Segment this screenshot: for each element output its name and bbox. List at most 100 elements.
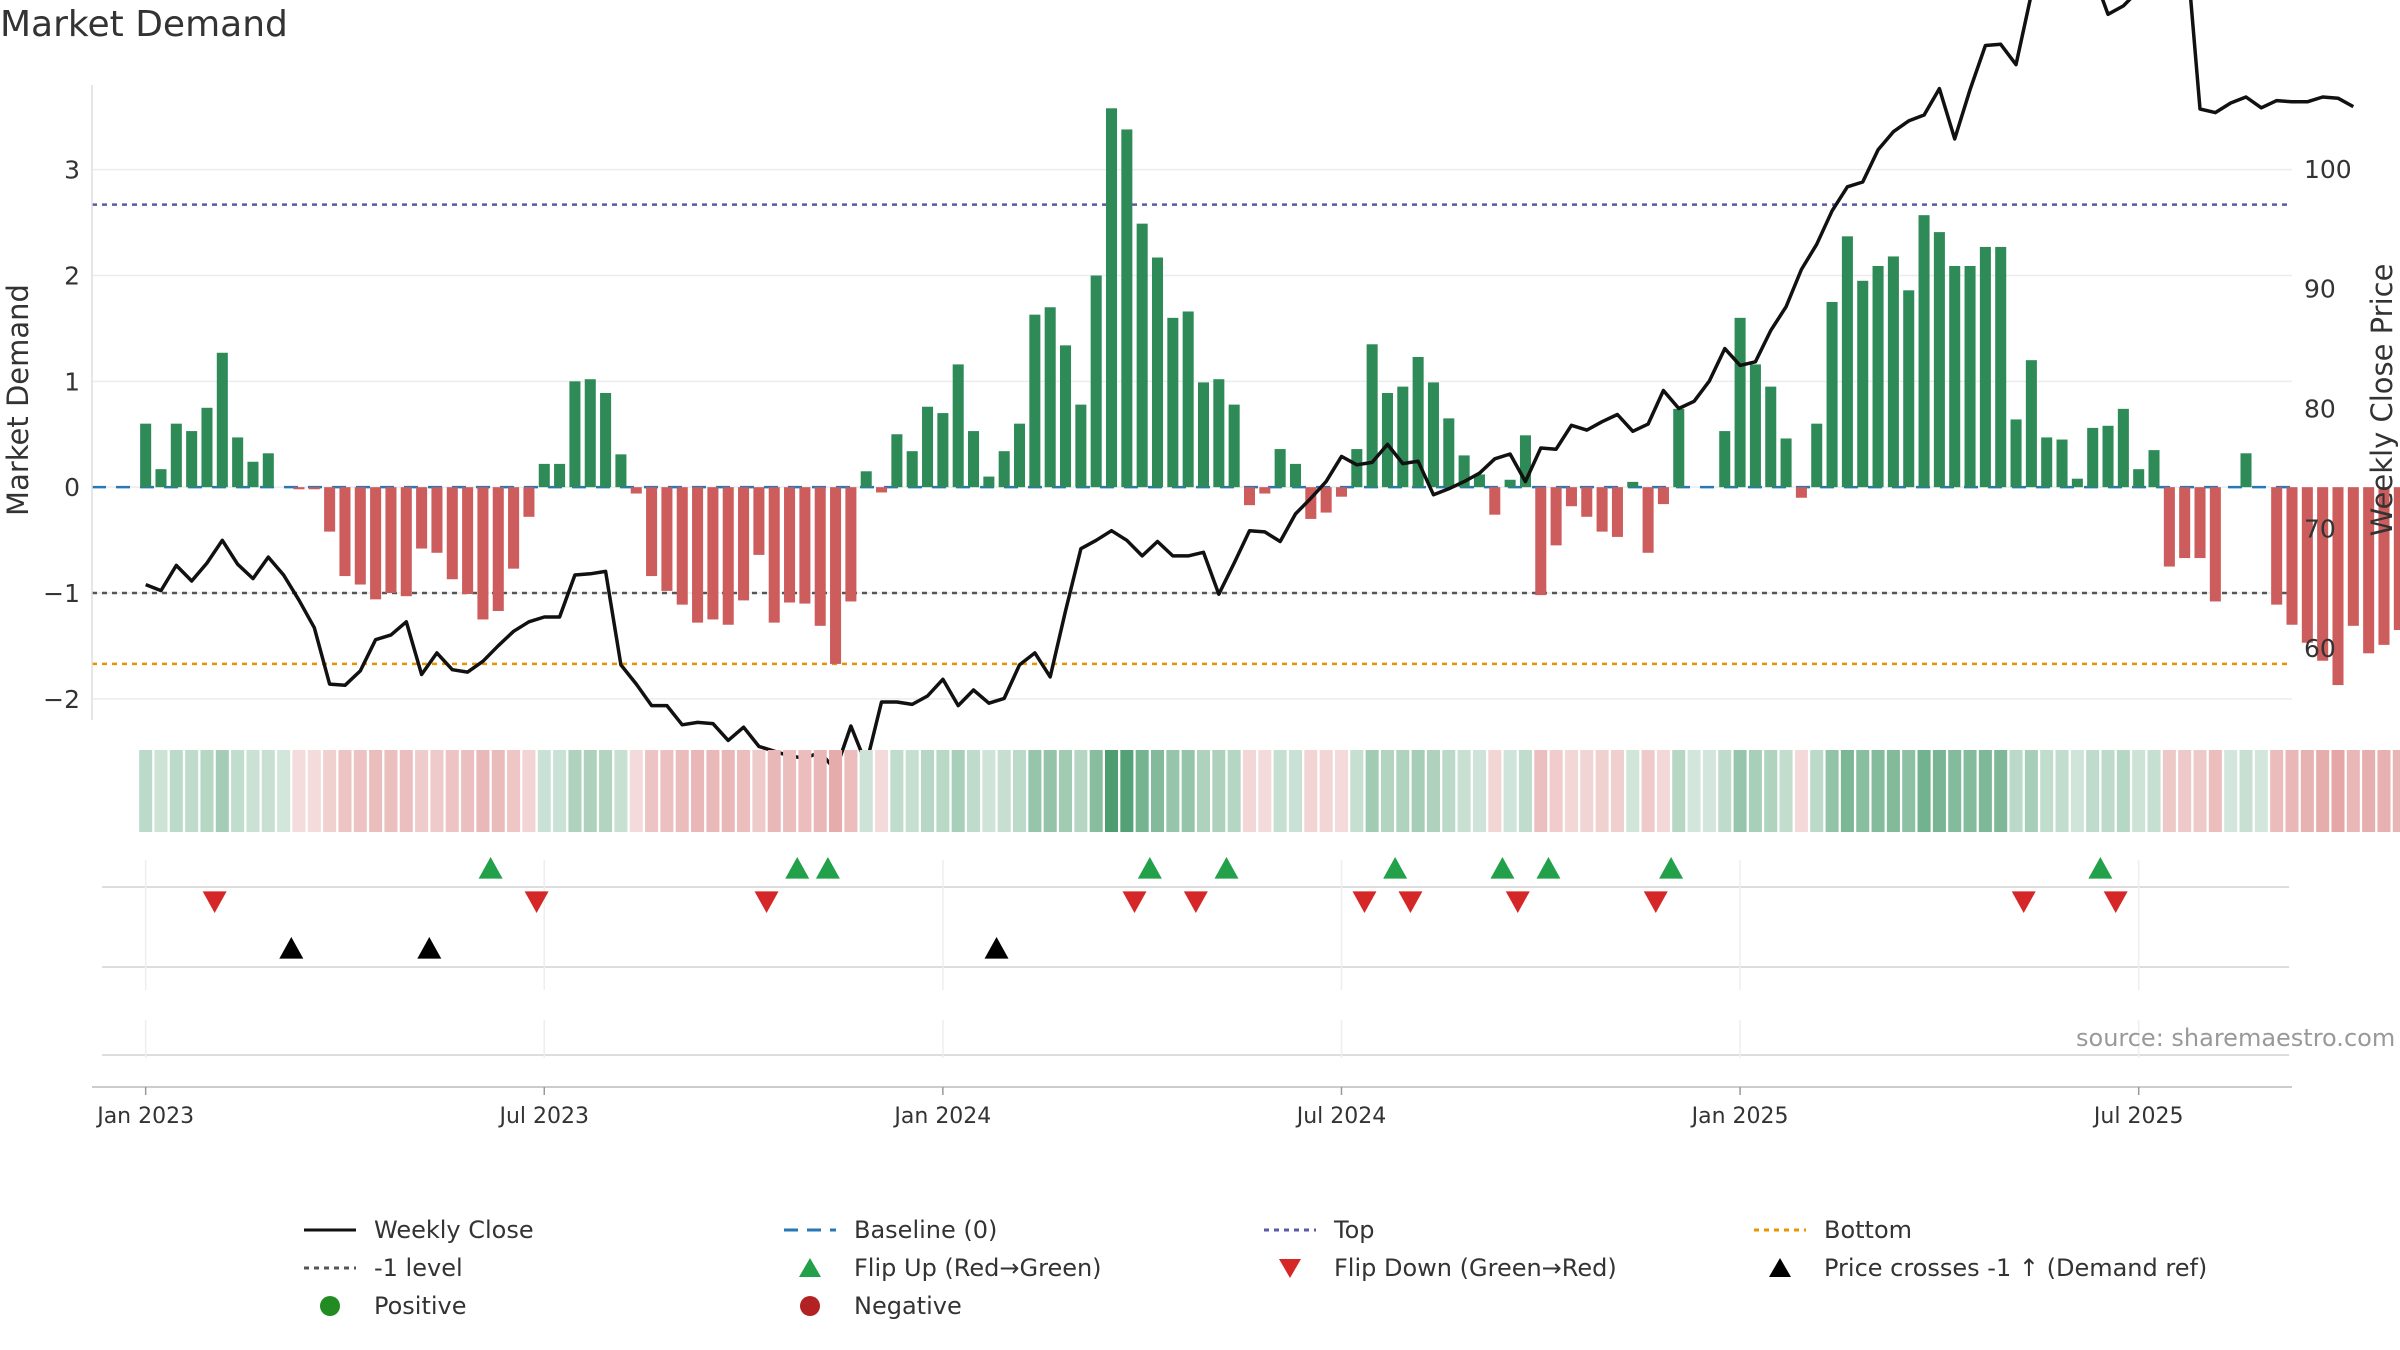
- demand-bar: [569, 381, 581, 488]
- heat-cell: [1059, 750, 1073, 832]
- demand-bar: [1305, 487, 1317, 519]
- demand-bar: [1765, 386, 1777, 488]
- heat-cell: [1488, 750, 1502, 832]
- heat-cell: [2377, 750, 2391, 832]
- heat-cell: [522, 750, 536, 832]
- heat-cell: [2024, 750, 2038, 832]
- heat-cell: [629, 750, 643, 832]
- heat-cell: [1212, 750, 1226, 832]
- demand-bar: [1857, 280, 1869, 488]
- heat-cell: [1043, 750, 1057, 832]
- heat-cell: [1549, 750, 1563, 832]
- demand-bar: [262, 453, 274, 488]
- legend-item: Weekly Close: [300, 1215, 534, 1245]
- demand-bar: [554, 463, 566, 488]
- weekly-close-line: [145, 0, 2355, 773]
- legend-label: Positive: [374, 1292, 467, 1320]
- demand-bar: [1167, 317, 1179, 488]
- demand-bar: [968, 431, 980, 488]
- y-axis-title: Market Demand: [1, 284, 35, 516]
- heat-cell: [1227, 750, 1241, 832]
- heat-cell: [491, 750, 505, 832]
- flip-up-marker: [785, 857, 810, 879]
- heat-cell: [813, 750, 827, 832]
- demand-bar: [1811, 423, 1823, 488]
- heat-cell: [1273, 750, 1287, 832]
- flip-up-marker: [2088, 857, 2113, 879]
- flip-up-marker: [1214, 857, 1239, 879]
- legend-item: Bottom: [1750, 1215, 1912, 1245]
- demand-bar: [1627, 481, 1639, 488]
- demand-bar: [2317, 487, 2329, 661]
- heat-cell: [2132, 750, 2146, 832]
- demand-bar: [308, 487, 320, 490]
- heat-cell: [1580, 750, 1594, 832]
- dotted-purple-icon: [1260, 1215, 1320, 1245]
- demand-bar: [676, 487, 688, 605]
- demand-bar: [1734, 317, 1746, 488]
- heat-cell: [1503, 750, 1517, 832]
- price-cross-marker: [279, 937, 304, 959]
- heat-cell: [798, 750, 812, 832]
- demand-bar: [538, 463, 550, 488]
- heat-cell: [1120, 750, 1134, 832]
- y-tick-label: 0: [64, 473, 80, 502]
- heat-cell: [936, 750, 950, 832]
- demand-bar: [1029, 314, 1041, 488]
- demand-bar: [753, 487, 765, 555]
- heat-cell: [154, 750, 168, 832]
- legend-label: Bottom: [1824, 1216, 1913, 1244]
- heat-cell: [844, 750, 858, 832]
- heat-cell: [783, 750, 797, 832]
- demand-bar: [1121, 129, 1133, 488]
- demand-bar: [2240, 453, 2252, 488]
- heat-cell: [967, 750, 981, 832]
- demand-bar: [1060, 345, 1072, 488]
- demand-bar: [1979, 246, 1991, 488]
- x-tick-label: Jul 2024: [1295, 1104, 1387, 1129]
- demand-bar: [1749, 364, 1761, 488]
- demand-bar: [1136, 223, 1148, 488]
- demand-bar: [232, 437, 244, 488]
- heat-cell: [1656, 750, 1670, 832]
- demand-bar: [462, 487, 474, 595]
- heat-cell: [875, 750, 889, 832]
- heat-cell: [1028, 750, 1042, 832]
- demand-bar: [354, 487, 366, 585]
- demand-bar: [646, 487, 658, 577]
- demand-bar: [1044, 307, 1056, 488]
- heat-cell: [277, 750, 291, 832]
- heat-cell: [2162, 750, 2176, 832]
- legend-label: Flip Up (Red→Green): [854, 1254, 1102, 1282]
- flip-down-marker: [2103, 891, 2128, 913]
- heat-cell: [2040, 750, 2054, 832]
- heat-cell: [2193, 750, 2207, 832]
- demand-bar: [1719, 431, 1731, 488]
- heat-cell: [1733, 750, 1747, 832]
- market-demand-chart: 3 2 1 0 −1 −2 100 90 80 70 60 Market Demand Weekly C…: [1, 0, 2400, 1129]
- solid-black-icon: [300, 1215, 360, 1245]
- heat-cell: [2224, 750, 2238, 832]
- demand-bar: [1397, 386, 1409, 488]
- heat-cell: [1380, 750, 1394, 832]
- heat-cell: [1886, 750, 1900, 832]
- legend-item: -1 level: [300, 1253, 463, 1283]
- heat-cell: [1856, 750, 1870, 832]
- demand-bar: [339, 487, 351, 577]
- heat-cell: [292, 750, 306, 832]
- axes: 3 2 1 0 −1 −2 100 90 80 70 60 Market Demand Weekly C…: [1, 85, 2399, 720]
- demand-bar: [1427, 382, 1439, 488]
- heat-cell: [1518, 750, 1532, 832]
- demand-bar: [692, 487, 704, 623]
- demand-bar: [1826, 301, 1838, 488]
- triangle-down-red-icon: [1260, 1253, 1320, 1283]
- heat-cell: [353, 750, 367, 832]
- demand-bar: [1473, 474, 1485, 488]
- demand-bar: [1795, 487, 1807, 498]
- y-tick-label: 2: [64, 262, 80, 291]
- heat-cell: [1687, 750, 1701, 832]
- demand-bar: [2194, 487, 2206, 559]
- demand-bar: [2286, 487, 2298, 625]
- demand-bar: [186, 431, 198, 488]
- flip-down-marker: [754, 891, 779, 913]
